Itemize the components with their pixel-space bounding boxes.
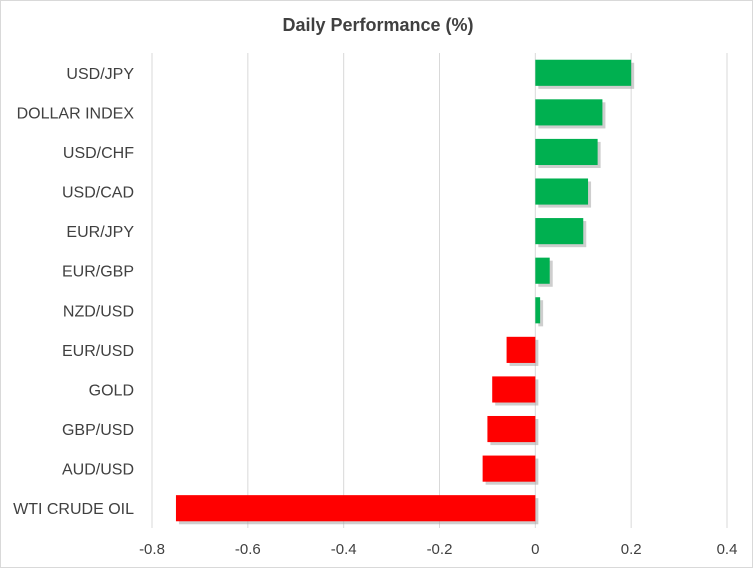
- x-tick-label: 0: [531, 541, 539, 558]
- bar-usd-cad: [535, 178, 589, 205]
- x-tick-label: -0.4: [331, 541, 357, 558]
- category-label: AUD/USD: [62, 462, 134, 479]
- category-label: USD/CAD: [62, 185, 134, 202]
- category-label: NZD/USD: [63, 303, 134, 320]
- category-label: GOLD: [89, 382, 134, 399]
- category-label: EUR/USD: [62, 343, 134, 360]
- category-label: USD/JPY: [66, 66, 134, 83]
- bar-wti-crude-oil: [175, 495, 536, 522]
- x-tick-label: -0.2: [427, 541, 453, 558]
- bar-nzd-usd: [535, 297, 541, 324]
- bar-usd-chf: [535, 138, 598, 166]
- x-tick-label: -0.8: [139, 541, 165, 558]
- category-label: GBP/USD: [62, 422, 134, 439]
- gridlines: [151, 53, 728, 528]
- bars: [175, 59, 635, 525]
- x-tick-label: 0.4: [717, 541, 738, 558]
- x-tick-label: -0.6: [235, 541, 261, 558]
- x-tick-labels: -0.8 -0.6 -0.4 -0.2 0 0.2 0.4: [139, 541, 737, 558]
- bar-gold: [492, 376, 536, 403]
- chart-title: Daily Performance (%): [282, 15, 473, 35]
- category-label: EUR/GBP: [62, 264, 134, 281]
- category-label: WTI CRUDE OIL: [13, 501, 134, 518]
- bar-eur-gbp: [535, 257, 550, 284]
- bar-shadow: [538, 300, 544, 327]
- bar-eur-jpy: [535, 218, 584, 245]
- category-label: EUR/JPY: [66, 224, 134, 241]
- x-tick-label: 0.2: [621, 541, 642, 558]
- bar-gbp-usd: [487, 415, 536, 443]
- bar-dollar-index: [535, 99, 603, 126]
- bar-eur-usd: [506, 336, 536, 363]
- category-label: DOLLAR INDEX: [17, 105, 135, 122]
- bar-aud-usd: [482, 455, 536, 482]
- bar-usd-jpy: [535, 59, 632, 86]
- category-label: USD/CHF: [63, 145, 134, 162]
- category-labels: USD/JPY DOLLAR INDEX USD/CHF USD/CAD EUR/JPY…: [13, 66, 134, 518]
